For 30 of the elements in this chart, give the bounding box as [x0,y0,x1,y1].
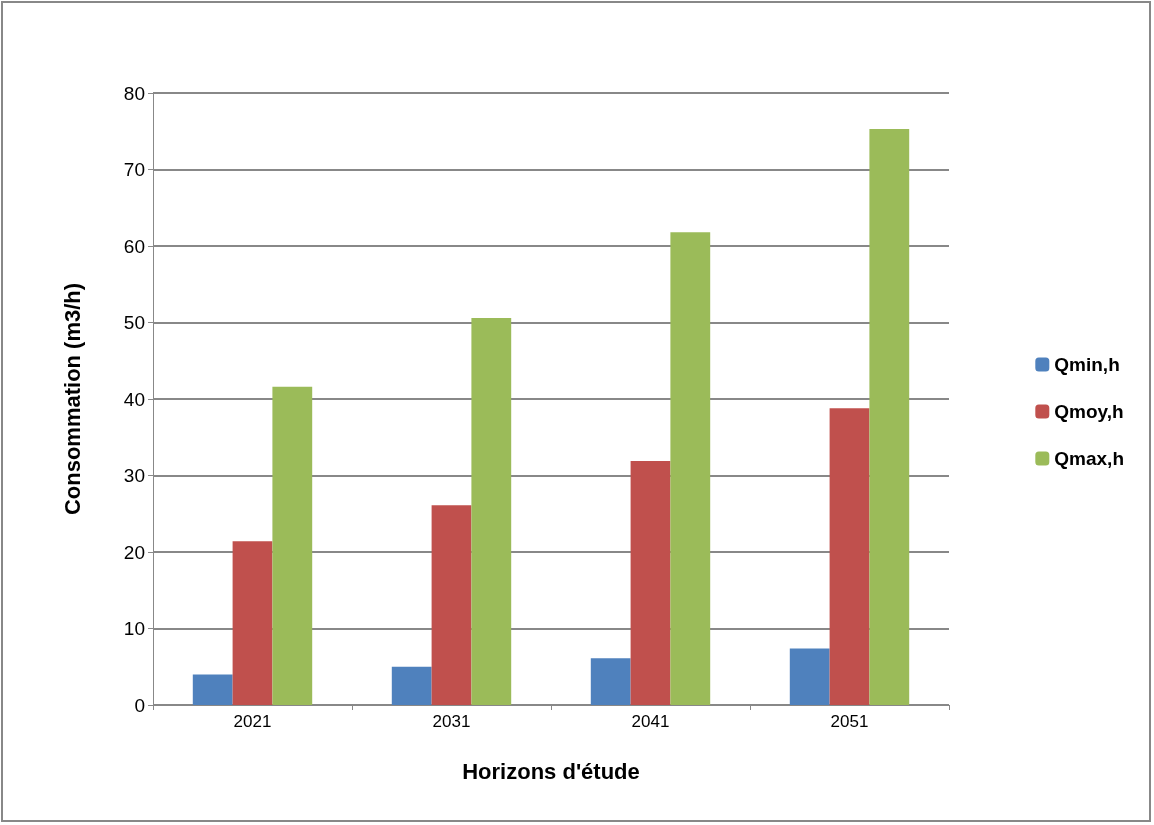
x-tick-label: 2041 [631,712,670,731]
bar [232,541,273,705]
y-tick-label: 10 [123,618,145,639]
x-tick-label: 2031 [432,712,471,731]
y-tick-label: 20 [123,541,145,563]
bar [670,232,711,705]
bar [431,505,472,705]
bar [192,674,233,705]
legend-label: Qmax,h [1054,448,1125,469]
bar [869,128,910,705]
y-tick-label: 80 [123,82,145,104]
x-axis-title: Horizons d'étude [462,758,640,784]
y-tick-label: 50 [123,312,145,333]
y-tick-label: 70 [123,159,145,180]
legend-label: Qmoy,h [1054,401,1124,422]
y-tick-label: 30 [123,465,145,486]
bar [471,317,512,705]
legend-label: Qmin,h [1054,354,1120,375]
y-tick-label: 40 [123,388,145,410]
y-tick-label: 0 [134,694,145,716]
x-tick-label: 2051 [830,712,869,731]
bar [789,648,830,705]
bar [391,666,432,705]
x-tick-label: 2021 [233,712,272,731]
bar [829,408,870,705]
y-axis-title: Consommation (m3/h) [59,282,85,516]
bar [630,460,671,705]
bar [272,386,313,705]
y-tick-label: 60 [123,235,145,257]
bar [590,658,631,705]
